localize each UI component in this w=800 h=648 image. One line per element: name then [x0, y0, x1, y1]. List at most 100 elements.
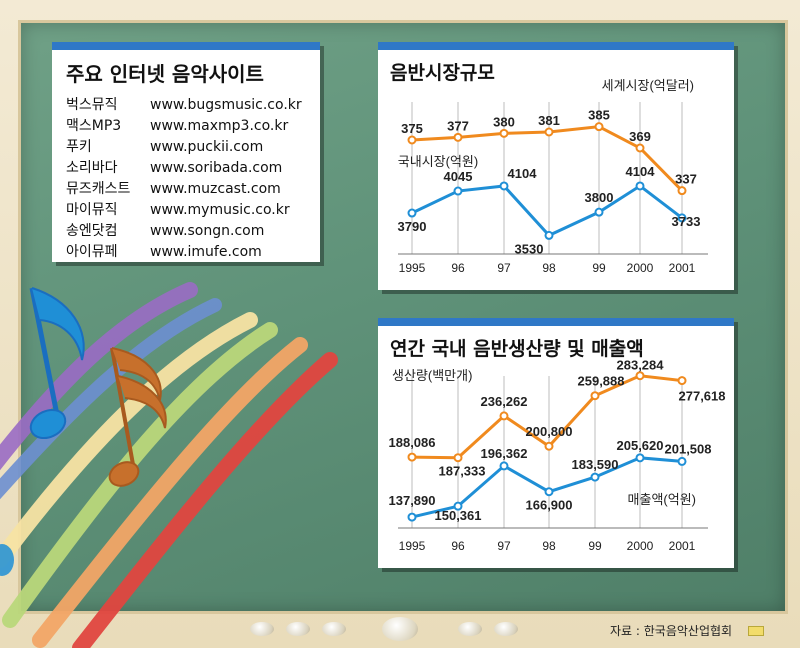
data-point: [635, 143, 645, 153]
site-row: 아이뮤페 www.imufe.com: [66, 241, 262, 261]
data-label: 236,262: [481, 394, 528, 409]
series-line: [411, 184, 683, 238]
x-tick-label: 2001: [669, 261, 696, 275]
data-label: 277,618: [679, 389, 726, 404]
site-url[interactable]: www.soribada.com: [150, 160, 283, 176]
chart-title: 연간 국내 음반생산량 및 매출액: [390, 338, 644, 360]
x-tick-label: 1995: [399, 261, 426, 275]
decor-dot: [286, 622, 310, 636]
data-point: [453, 186, 463, 196]
data-label: 375: [401, 121, 423, 136]
market-size-chart-panel: 음반시장규모 1995 96 97 98 99 2000 2001 375 377 380 381 3…: [378, 42, 734, 290]
data-point: [544, 487, 554, 497]
data-label: 137,890: [389, 493, 436, 508]
chart-title: 음반시장규모: [390, 62, 495, 84]
data-point: [544, 127, 554, 137]
site-row: 푸키 www.puckii.com: [66, 136, 263, 156]
data-label: 259,888: [578, 374, 625, 389]
data-point: [635, 453, 645, 463]
site-name: 마이뮤직: [66, 202, 118, 218]
site-name: 아이뮤페: [66, 244, 118, 260]
data-label: 196,362: [481, 446, 528, 461]
site-url[interactable]: www.muzcast.com: [150, 181, 281, 197]
data-label: 385: [588, 108, 610, 123]
decor-dot-large: [382, 617, 418, 641]
data-point: [677, 376, 687, 386]
data-label: 337: [675, 172, 697, 187]
music-sites-panel: 주요 인터넷 음악사이트 벅스뮤직 www.bugsmusic.co.kr 맥스M…: [52, 42, 320, 262]
site-name: 소리바다: [66, 160, 118, 176]
data-point: [544, 441, 554, 451]
x-tick-label: 97: [497, 539, 511, 553]
production-sales-chart-panel: 연간 국내 음반생산량 및 매출액 1995 96 97 98 99 2000 2001 18…: [378, 318, 734, 568]
x-tick-label: 2001: [669, 539, 696, 553]
data-point: [544, 230, 554, 240]
data-label: 166,900: [526, 498, 573, 513]
data-point: [594, 122, 604, 132]
data-point: [407, 135, 417, 145]
x-tick-label: 1995: [399, 539, 426, 553]
data-point: [677, 186, 687, 196]
site-name: 벅스뮤직: [66, 97, 118, 113]
site-row: 맥스MP3 www.maxmp3.co.kr: [66, 115, 288, 135]
data-point: [499, 411, 509, 421]
source-note: 자료 : 한국음악산업협회: [610, 624, 733, 638]
legend-label: 국내시장(억원): [398, 154, 478, 169]
legend-label: 세계시장(억달러): [602, 78, 694, 93]
decor-dot: [458, 622, 482, 636]
x-tick-label: 2000: [627, 539, 654, 553]
data-point: [453, 453, 463, 463]
x-tick-label: 96: [451, 261, 465, 275]
site-url[interactable]: www.songn.com: [150, 223, 265, 239]
panel-header-bar: [52, 42, 320, 50]
x-tick-label: 97: [497, 261, 511, 275]
decor-dot: [494, 622, 518, 636]
site-row: 뮤즈캐스트 www.muzcast.com: [66, 178, 281, 198]
data-point: [635, 181, 645, 191]
data-point: [407, 452, 417, 462]
data-label: 4045: [444, 169, 473, 184]
data-label: 183,590: [572, 457, 619, 472]
data-label: 150,361: [435, 508, 482, 523]
data-point: [677, 213, 687, 223]
data-point: [499, 128, 509, 138]
x-tick-label: 98: [542, 539, 556, 553]
decor-dot: [250, 622, 274, 636]
legend-label: 생산량(백만개): [392, 368, 472, 383]
site-name: 푸키: [66, 139, 92, 155]
site-url[interactable]: www.mymusic.co.kr: [150, 202, 290, 218]
data-label: 377: [447, 118, 469, 133]
panel-header-bar: [378, 42, 734, 50]
legend-label: 매출액(억원): [628, 492, 696, 507]
site-row: 소리바다 www.soribada.com: [66, 157, 282, 177]
data-label: 369: [629, 129, 651, 144]
data-point: [594, 207, 604, 217]
x-tick-label: 99: [588, 539, 602, 553]
data-point: [407, 208, 417, 218]
data-label: 200,800: [526, 424, 573, 439]
data-label: 380: [493, 114, 515, 129]
site-name: 송엔닷컴: [66, 223, 118, 239]
data-point: [677, 456, 687, 466]
data-label: 3790: [398, 219, 427, 234]
decor-dot: [322, 622, 346, 636]
site-url[interactable]: www.imufe.com: [150, 244, 262, 260]
data-label: 205,620: [617, 438, 664, 453]
data-label: 4104: [508, 166, 538, 181]
site-url[interactable]: www.bugsmusic.co.kr: [150, 97, 302, 113]
data-point: [590, 391, 600, 401]
site-row: 벅스뮤직 www.bugsmusic.co.kr: [66, 94, 302, 114]
data-point: [453, 501, 463, 511]
data-point: [453, 132, 463, 142]
music-sites-title: 주요 인터넷 음악사이트: [66, 62, 264, 86]
x-tick-label: 99: [592, 261, 606, 275]
site-url[interactable]: www.puckii.com: [150, 139, 264, 155]
data-point: [635, 371, 645, 381]
x-tick-label: 2000: [627, 261, 654, 275]
site-name: 뮤즈캐스트: [66, 181, 131, 197]
site-url[interactable]: www.maxmp3.co.kr: [150, 118, 289, 134]
data-point: [499, 461, 509, 471]
panel-header-bar: [378, 318, 734, 326]
data-label: 3733: [672, 214, 701, 229]
